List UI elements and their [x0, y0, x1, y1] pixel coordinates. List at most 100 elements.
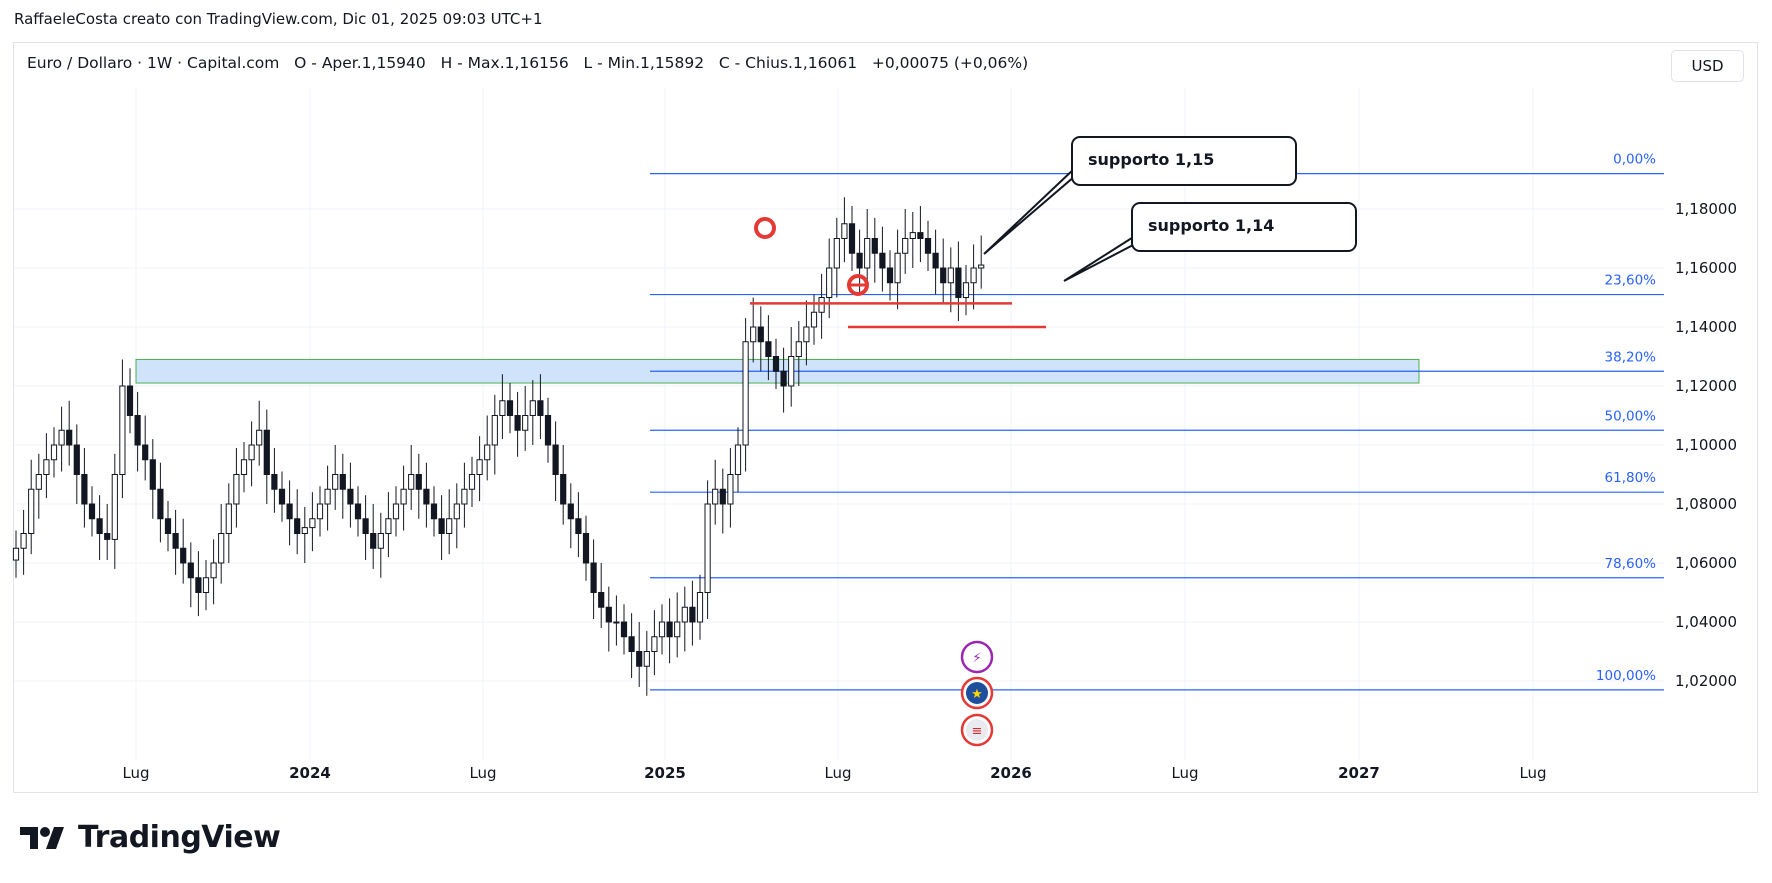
candle: [970, 244, 977, 310]
candle-body: [567, 503, 574, 520]
candle-body: [962, 282, 970, 298]
candle: [864, 209, 871, 289]
time-tick: 2026: [990, 764, 1032, 782]
candle: [415, 453, 422, 519]
candle: [316, 486, 324, 537]
currency-button[interactable]: USD: [1671, 50, 1744, 82]
time-tick: Lug: [122, 764, 149, 782]
candle: [187, 542, 194, 608]
fibonacci-retracement: 0,00% 23,60% 38,20% 50,00% 61,80% 78,60% 100,0…: [650, 152, 1664, 691]
candle: [385, 492, 392, 558]
candle: [620, 604, 628, 655]
candle-body: [582, 533, 590, 564]
candle-body: [643, 651, 650, 667]
candle-body: [750, 326, 757, 343]
candle-body: [924, 238, 932, 254]
candle-body: [195, 577, 202, 593]
candle: [271, 447, 278, 513]
candle: [598, 563, 605, 628]
candle: [476, 436, 483, 502]
candle: [917, 206, 924, 263]
candle-body: [362, 518, 369, 534]
candle-body: [430, 503, 438, 520]
candle-body: [955, 267, 962, 298]
candle: [354, 486, 362, 537]
candles: [12, 197, 985, 696]
candle: [750, 297, 757, 363]
candle: [810, 294, 818, 345]
candle: [430, 486, 438, 537]
candle-body: [12, 547, 20, 561]
candle: [195, 551, 202, 617]
candle: [423, 462, 430, 528]
candle: [780, 347, 787, 413]
candle: [727, 447, 734, 528]
candle-body: [263, 429, 270, 475]
candle: [73, 424, 80, 504]
candle-body: [491, 415, 498, 446]
time-axis: Lug 2024 Lug 2025 Lug 2026 Lug 2027 Lug: [122, 764, 1546, 782]
candle: [605, 586, 612, 652]
candle-body: [894, 252, 901, 284]
candle: [453, 483, 460, 549]
candle-body: [727, 474, 734, 505]
candle: [157, 462, 164, 543]
candle-body: [256, 429, 263, 446]
candle: [924, 220, 932, 271]
fib-label: 78,60%: [1605, 556, 1657, 572]
price-tick: 1,06000: [1675, 554, 1737, 572]
candle: [278, 471, 286, 522]
candle: [392, 486, 400, 537]
event-icons: ⚡ ★ ≡: [960, 640, 994, 747]
candle: [339, 453, 346, 519]
time-tick: 2025: [644, 764, 686, 782]
candle-body: [423, 488, 430, 505]
candle-body: [104, 533, 111, 540]
earnings-icon: ⚡: [960, 640, 994, 674]
candle: [400, 465, 407, 531]
candle-body: [704, 503, 711, 593]
candle: [636, 622, 643, 687]
candle-body: [157, 488, 164, 520]
candle-body: [119, 385, 126, 475]
candle-body: [66, 429, 73, 446]
candle: [12, 530, 20, 578]
candle-body: [810, 311, 818, 328]
candle-body: [309, 518, 316, 529]
event-glyph: ≡: [972, 724, 983, 739]
candle-body: [218, 533, 225, 564]
event-fill: [966, 682, 988, 704]
candle-body: [833, 238, 840, 269]
candle-body: [453, 503, 460, 520]
candle-body: [788, 356, 795, 387]
candle-body: [50, 444, 58, 461]
candle: [218, 504, 225, 584]
candle: [408, 445, 415, 510]
tradingview-logo[interactable]: TradingView: [18, 820, 281, 855]
candle-body: [142, 444, 149, 461]
candle-body: [484, 444, 491, 461]
legend-symbol[interactable]: Euro / Dollaro · 1W · Capital.com: [27, 54, 280, 72]
candle-body: [537, 400, 544, 416]
candle: [20, 509, 27, 575]
callout-box: [1131, 202, 1357, 252]
candle: [674, 592, 681, 658]
candle-body: [248, 444, 255, 461]
candle-body: [43, 459, 50, 475]
candle-body: [233, 474, 240, 505]
fib-label: 100,00%: [1596, 668, 1656, 684]
candle-body: [294, 518, 301, 534]
candle: [522, 386, 529, 451]
candle-body: [712, 488, 719, 505]
candle: [575, 492, 582, 558]
candle-body: [20, 533, 27, 549]
candle: [560, 445, 567, 525]
candle-body: [940, 267, 947, 284]
candle: [286, 480, 293, 546]
candle-body: [575, 518, 582, 534]
candle: [142, 415, 149, 481]
candle-body: [780, 370, 787, 387]
candle: [263, 409, 270, 504]
event-glyph: ⚡: [972, 651, 981, 666]
